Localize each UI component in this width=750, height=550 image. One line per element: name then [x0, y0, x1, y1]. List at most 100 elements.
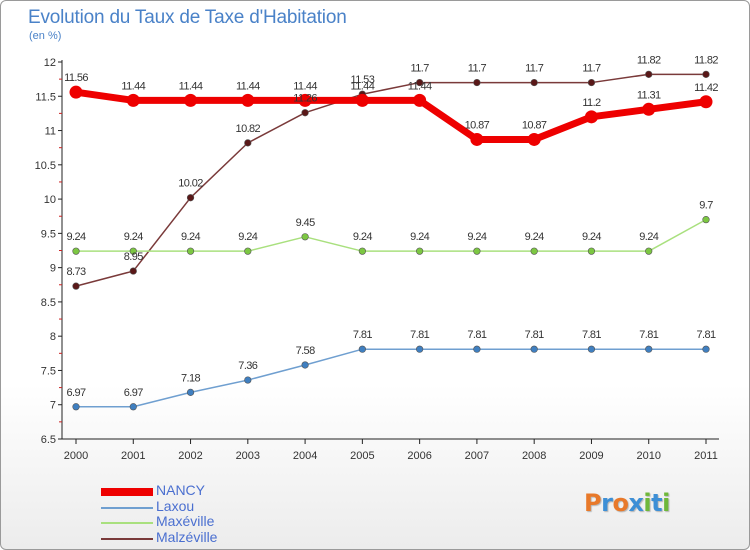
x-tick-label: 2001 [121, 450, 145, 462]
y-tick-label: 10 [44, 194, 56, 206]
data-label-nancy: 11.44 [236, 80, 260, 92]
data-label-maxeville: 9.7 [699, 200, 713, 212]
data-point-laxou [702, 345, 710, 353]
data-point-maxeville [530, 247, 538, 255]
data-point-malzeville [587, 78, 596, 87]
data-label-maxeville: 9.24 [238, 231, 257, 243]
x-tick-label: 2002 [178, 450, 202, 462]
legend-label-malzeville: Malzéville [156, 528, 218, 545]
data-label-nancy: 11.44 [179, 80, 203, 92]
logo-letter: t [651, 489, 663, 517]
y-tick-label: 8 [50, 331, 56, 343]
x-tick-label: 2010 [636, 450, 660, 462]
data-point-laxou [244, 376, 252, 384]
logo-letter: o [612, 489, 629, 517]
data-point-laxou [473, 345, 481, 353]
data-point-malzeville [702, 70, 710, 78]
data-label-nancy: 11.44 [351, 80, 375, 92]
data-point-nancy [699, 95, 713, 109]
data-point-maxeville [416, 247, 424, 255]
y-tick-label: 11.5 [35, 91, 56, 103]
data-label-laxou: 7.36 [238, 360, 257, 372]
series-line-malzeville [75, 73, 707, 287]
data-point-nancy [69, 85, 83, 99]
data-point-maxeville [473, 247, 481, 255]
legend-swatch-nancy [101, 488, 153, 496]
data-label-malzeville: 11.26 [293, 93, 317, 105]
data-point-malzeville [645, 70, 653, 78]
data-point-maxeville [358, 247, 366, 255]
y-tick-label: 7.5 [41, 365, 56, 377]
y-tick-label: 8.5 [41, 297, 56, 309]
data-label-laxou: 6.97 [124, 387, 143, 399]
data-label-laxou: 7.81 [639, 329, 658, 341]
legend-swatch-malzeville [101, 537, 153, 540]
data-point-nancy [527, 132, 541, 146]
data-label-malzeville: 11.7 [468, 63, 487, 75]
data-label-laxou: 7.81 [353, 329, 372, 341]
data-label-laxou: 7.18 [181, 372, 200, 384]
data-point-malzeville [530, 78, 538, 87]
data-point-laxou [587, 345, 596, 353]
data-label-laxou: 7.81 [525, 329, 544, 341]
x-tick-label: 2000 [64, 450, 88, 462]
x-tick-label: 2011 [694, 450, 718, 462]
data-label-nancy: 11.44 [121, 80, 145, 92]
y-tick-label: 9.5 [41, 228, 56, 240]
data-point-laxou [530, 345, 538, 353]
data-point-laxou [186, 388, 195, 396]
legend-label-laxou: Laxou [156, 497, 195, 514]
data-point-malzeville [416, 78, 424, 87]
data-point-laxou [358, 345, 366, 353]
data-point-laxou [416, 345, 424, 353]
data-point-maxeville [244, 247, 252, 255]
data-label-malzeville: 11.7 [582, 63, 601, 75]
legend-item-laxou: Laxou [101, 497, 321, 517]
legend-item-malzeville: Malzéville [101, 528, 321, 548]
data-point-nancy [584, 110, 598, 124]
chart-title: Evolution du Taux de Taxe d'Habitation [28, 7, 347, 28]
legend-item-maxeville: Maxéville [101, 513, 321, 532]
data-point-laxou [72, 403, 80, 411]
data-label-laxou: 7.58 [296, 345, 315, 357]
y-tick-label: 11 [45, 126, 56, 138]
data-point-maxeville [129, 247, 137, 255]
data-point-malzeville [301, 109, 309, 117]
data-point-malzeville [186, 194, 195, 202]
data-label-nancy: 11.42 [694, 82, 718, 94]
data-point-nancy [355, 93, 369, 107]
legend-label-maxeville: Maxéville [156, 513, 215, 529]
data-label-nancy: 10.87 [522, 119, 547, 131]
data-label-laxou: 7.81 [582, 329, 601, 341]
data-label-malzeville: 11.82 [637, 54, 661, 66]
legend-label-nancy: NANCY [156, 482, 206, 498]
x-tick-label: 2006 [407, 450, 431, 462]
x-tick-label: 2008 [522, 450, 546, 462]
data-label-malzeville: 10.82 [236, 123, 261, 135]
legend-item-nancy: NANCY [101, 482, 321, 501]
data-point-laxou [301, 361, 309, 369]
data-label-maxeville: 9.24 [525, 231, 544, 243]
data-label-malzeville: 11.53 [351, 74, 375, 86]
data-label-malzeville: 11.7 [525, 63, 544, 75]
data-point-maxeville [301, 233, 309, 241]
data-point-nancy [126, 93, 140, 107]
data-point-laxou [645, 345, 653, 353]
data-label-maxeville: 9.24 [181, 231, 200, 243]
data-label-nancy: 11.44 [293, 80, 317, 92]
data-point-nancy [241, 93, 255, 107]
data-label-nancy: 11.31 [637, 89, 661, 101]
data-label-malzeville: 11.7 [411, 63, 430, 75]
data-point-maxeville [72, 247, 80, 255]
logo-letter: r [601, 489, 613, 517]
legend-swatch-maxeville [101, 522, 153, 524]
chart-subtitle: (en %) [29, 30, 62, 42]
legend-swatch-laxou [101, 506, 153, 509]
data-label-malzeville: 8.95 [124, 251, 143, 263]
data-point-malzeville [473, 78, 481, 87]
data-label-malzeville: 8.73 [66, 266, 85, 278]
y-tick-label: 9 [50, 263, 56, 275]
data-point-laxou [129, 403, 137, 411]
data-label-maxeville: 9.24 [66, 231, 85, 243]
